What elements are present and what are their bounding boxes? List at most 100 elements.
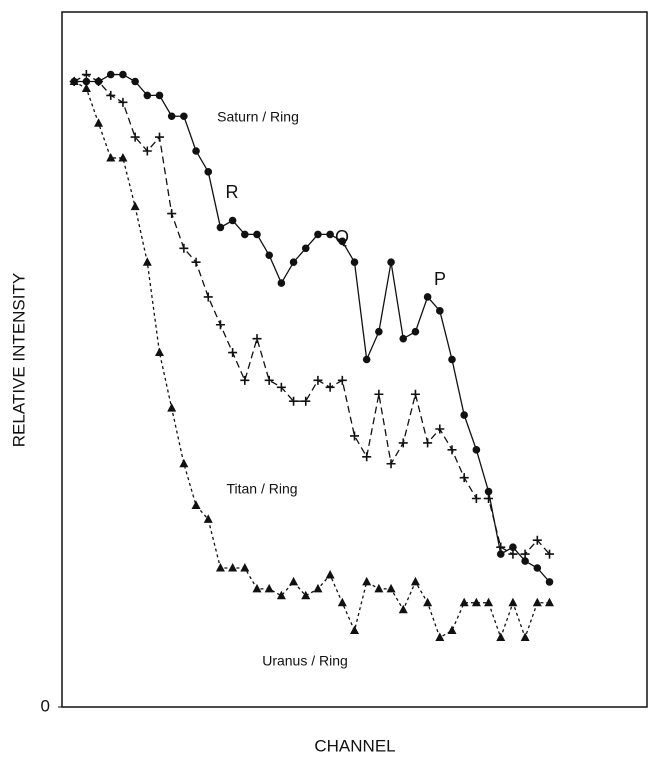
point bbox=[130, 201, 140, 211]
point bbox=[471, 597, 481, 607]
point bbox=[338, 237, 347, 246]
point bbox=[545, 578, 554, 586]
point bbox=[155, 91, 164, 100]
point bbox=[386, 459, 396, 469]
series-label: Saturn / Ring bbox=[217, 109, 299, 125]
point bbox=[82, 77, 91, 86]
point bbox=[252, 334, 262, 344]
point bbox=[313, 375, 323, 385]
point bbox=[69, 76, 79, 85]
point bbox=[192, 147, 200, 155]
point bbox=[362, 452, 372, 462]
point bbox=[423, 597, 433, 607]
point bbox=[203, 292, 213, 302]
point bbox=[167, 112, 176, 121]
point bbox=[374, 583, 384, 593]
point bbox=[167, 209, 177, 219]
point bbox=[387, 258, 395, 267]
point bbox=[130, 132, 140, 142]
point bbox=[435, 424, 445, 434]
point bbox=[337, 375, 347, 385]
point bbox=[436, 307, 444, 315]
annotation: P bbox=[434, 269, 446, 289]
point bbox=[471, 494, 481, 503]
point bbox=[325, 569, 335, 579]
point bbox=[94, 77, 104, 86]
point bbox=[350, 258, 359, 267]
x-axis-label: CHANNEL bbox=[314, 736, 395, 755]
point bbox=[215, 563, 225, 572]
point bbox=[277, 279, 286, 287]
point bbox=[289, 576, 299, 586]
point bbox=[472, 446, 481, 454]
series bbox=[69, 70, 554, 559]
point bbox=[167, 403, 177, 412]
point bbox=[399, 334, 408, 343]
point bbox=[180, 112, 188, 121]
point bbox=[459, 473, 469, 483]
point bbox=[374, 389, 384, 399]
point bbox=[241, 230, 249, 239]
point bbox=[484, 494, 494, 503]
point bbox=[423, 438, 433, 448]
point bbox=[411, 327, 420, 336]
point bbox=[496, 632, 506, 641]
point bbox=[337, 597, 347, 607]
point bbox=[459, 597, 469, 607]
point bbox=[533, 564, 542, 572]
point bbox=[410, 576, 420, 586]
annotation: R bbox=[226, 182, 239, 202]
point bbox=[532, 535, 542, 545]
plot-frame bbox=[61, 11, 648, 708]
point bbox=[545, 597, 554, 607]
point bbox=[264, 375, 274, 385]
series-line bbox=[73, 80, 550, 640]
point bbox=[521, 557, 529, 565]
series-line bbox=[73, 73, 550, 555]
point bbox=[386, 583, 396, 593]
point bbox=[301, 590, 311, 600]
point bbox=[118, 97, 128, 107]
point bbox=[350, 625, 359, 635]
point bbox=[326, 230, 334, 239]
point bbox=[191, 257, 201, 267]
point bbox=[484, 487, 493, 496]
series bbox=[70, 70, 554, 586]
point bbox=[204, 168, 213, 176]
point bbox=[448, 355, 456, 364]
point bbox=[325, 382, 335, 392]
point bbox=[179, 458, 189, 468]
point bbox=[240, 563, 250, 572]
point bbox=[118, 152, 128, 162]
point bbox=[410, 389, 420, 399]
point bbox=[301, 244, 310, 253]
point bbox=[520, 549, 530, 559]
point bbox=[265, 251, 273, 260]
point bbox=[276, 590, 286, 600]
series-label: Titan / Ring bbox=[226, 481, 297, 497]
point bbox=[508, 597, 518, 607]
point bbox=[216, 223, 225, 232]
y-tick-label: 0 bbox=[41, 696, 50, 715]
point bbox=[532, 597, 542, 607]
point bbox=[252, 583, 262, 593]
point bbox=[398, 438, 408, 448]
point bbox=[106, 70, 115, 79]
point bbox=[313, 583, 323, 593]
point bbox=[362, 355, 371, 364]
point bbox=[228, 348, 238, 358]
point bbox=[375, 327, 383, 336]
point bbox=[119, 70, 127, 79]
point bbox=[362, 576, 372, 586]
point bbox=[460, 411, 468, 419]
point bbox=[350, 431, 359, 441]
point bbox=[509, 543, 517, 551]
series bbox=[69, 76, 554, 641]
point bbox=[228, 216, 237, 225]
point bbox=[106, 90, 116, 100]
point bbox=[228, 563, 238, 572]
point bbox=[484, 597, 494, 607]
point bbox=[496, 542, 506, 552]
series-line bbox=[74, 73, 550, 583]
